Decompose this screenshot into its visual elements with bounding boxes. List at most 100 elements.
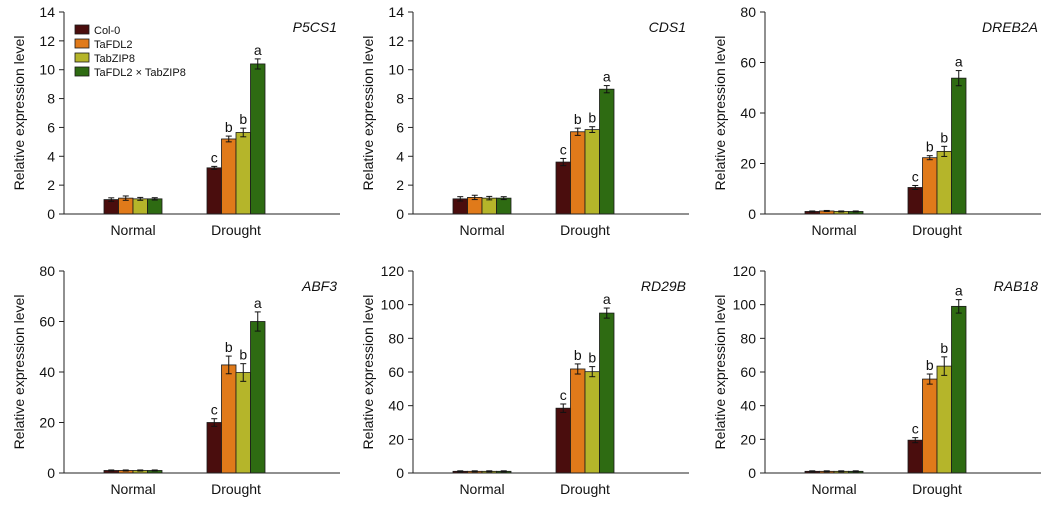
bar bbox=[221, 138, 237, 215]
significance-letter: c bbox=[912, 421, 919, 437]
legend-label: Col-0 bbox=[94, 25, 120, 37]
y-tick-label: 60 bbox=[39, 314, 55, 330]
significance-letter: b bbox=[588, 350, 596, 366]
bar bbox=[584, 371, 600, 474]
bar bbox=[496, 197, 512, 215]
bar bbox=[599, 88, 615, 215]
bar bbox=[922, 157, 938, 215]
y-tick-label: 80 bbox=[740, 330, 756, 346]
y-tick-label: 0 bbox=[396, 465, 404, 481]
y-tick-label: 12 bbox=[388, 33, 404, 49]
significance-letter: c bbox=[912, 168, 919, 184]
y-axis-label: Relative expression level bbox=[11, 295, 27, 450]
y-tick-label: 0 bbox=[47, 465, 55, 481]
bar bbox=[907, 439, 923, 474]
chart-title: P5CS1 bbox=[293, 19, 337, 35]
y-axis-label: Relative expression level bbox=[360, 295, 376, 450]
x-tick-label: Normal bbox=[811, 222, 856, 238]
y-tick-label: 12 bbox=[39, 33, 55, 49]
bar bbox=[132, 198, 148, 215]
significance-letter: a bbox=[955, 283, 963, 299]
bar bbox=[555, 161, 571, 215]
x-tick-label: Drought bbox=[912, 222, 962, 238]
significance-letter: b bbox=[239, 347, 247, 363]
chart-panel-rd29b: Normal c b b a Drought 0 20 40 60 80 100 120 Relative… bbox=[360, 263, 689, 497]
x-tick-label: Drought bbox=[560, 481, 610, 497]
bar bbox=[206, 167, 222, 215]
y-tick-label: 40 bbox=[388, 398, 404, 414]
y-tick-label: 60 bbox=[740, 364, 756, 380]
x-tick-label: Normal bbox=[110, 222, 155, 238]
y-axis-label: Relative expression level bbox=[712, 295, 728, 450]
y-tick-label: 8 bbox=[396, 91, 404, 107]
y-tick-label: 2 bbox=[396, 177, 404, 193]
y-axis-label: Relative expression level bbox=[712, 36, 728, 191]
y-tick-label: 80 bbox=[740, 4, 756, 20]
bar bbox=[221, 364, 237, 474]
y-tick-label: 8 bbox=[47, 91, 55, 107]
significance-letter: a bbox=[603, 291, 611, 307]
legend: Col-0 TaFDL2 TabZIP8 TaFDL2 × TabZIP8 bbox=[74, 24, 186, 79]
y-tick-label: 20 bbox=[388, 431, 404, 447]
x-tick-label: Drought bbox=[912, 481, 962, 497]
significance-letter: b bbox=[239, 111, 247, 127]
bar bbox=[951, 77, 967, 215]
bar bbox=[951, 305, 967, 474]
bar bbox=[481, 197, 497, 215]
significance-letter: b bbox=[940, 340, 948, 356]
legend-swatch bbox=[74, 66, 90, 77]
bar bbox=[555, 407, 571, 474]
y-tick-label: 20 bbox=[740, 156, 756, 172]
significance-letter: b bbox=[225, 339, 233, 355]
chart-title: DREB2A bbox=[982, 19, 1038, 35]
chart-panel-abf3: Normal c b b a Drought 0 20 40 60 80 Relative expre… bbox=[11, 263, 340, 497]
bar bbox=[250, 321, 266, 474]
y-tick-label: 4 bbox=[47, 148, 55, 164]
significance-letter: b bbox=[926, 357, 934, 373]
y-tick-label: 10 bbox=[388, 62, 404, 78]
bar bbox=[599, 312, 615, 474]
x-tick-label: Normal bbox=[459, 481, 504, 497]
legend-swatch bbox=[74, 52, 90, 63]
legend-label: TabZIP8 bbox=[94, 53, 135, 65]
bar bbox=[907, 187, 923, 215]
significance-letter: c bbox=[560, 141, 567, 157]
significance-letter: c bbox=[560, 387, 567, 403]
significance-letter: a bbox=[603, 69, 611, 85]
bar bbox=[936, 150, 952, 215]
significance-letter: b bbox=[588, 110, 596, 126]
y-tick-label: 80 bbox=[39, 263, 55, 279]
significance-letter: b bbox=[574, 347, 582, 363]
y-tick-label: 60 bbox=[740, 55, 756, 71]
x-tick-label: Drought bbox=[560, 222, 610, 238]
y-tick-label: 10 bbox=[39, 62, 55, 78]
legend-swatch bbox=[74, 24, 90, 35]
y-tick-label: 14 bbox=[39, 4, 55, 20]
y-tick-label: 80 bbox=[388, 330, 404, 346]
chart-title: ABF3 bbox=[301, 278, 337, 294]
y-axis-label: Relative expression level bbox=[360, 36, 376, 191]
y-tick-label: 100 bbox=[733, 297, 757, 313]
significance-letter: b bbox=[926, 139, 934, 155]
significance-letter: b bbox=[940, 129, 948, 145]
y-tick-label: 60 bbox=[388, 364, 404, 380]
y-tick-label: 0 bbox=[396, 206, 404, 222]
y-tick-label: 6 bbox=[47, 119, 55, 135]
y-tick-label: 0 bbox=[748, 206, 756, 222]
y-tick-label: 20 bbox=[740, 431, 756, 447]
bar bbox=[936, 365, 952, 474]
y-axis-label: Relative expression level bbox=[11, 36, 27, 191]
y-tick-label: 120 bbox=[381, 263, 405, 279]
y-tick-label: 40 bbox=[740, 398, 756, 414]
y-tick-label: 40 bbox=[740, 105, 756, 121]
y-tick-label: 20 bbox=[39, 415, 55, 431]
chart-title: RD29B bbox=[641, 278, 686, 294]
y-tick-label: 0 bbox=[47, 206, 55, 222]
y-tick-label: 4 bbox=[396, 148, 404, 164]
y-tick-label: 0 bbox=[748, 465, 756, 481]
bar bbox=[570, 131, 586, 215]
bar bbox=[235, 132, 251, 215]
